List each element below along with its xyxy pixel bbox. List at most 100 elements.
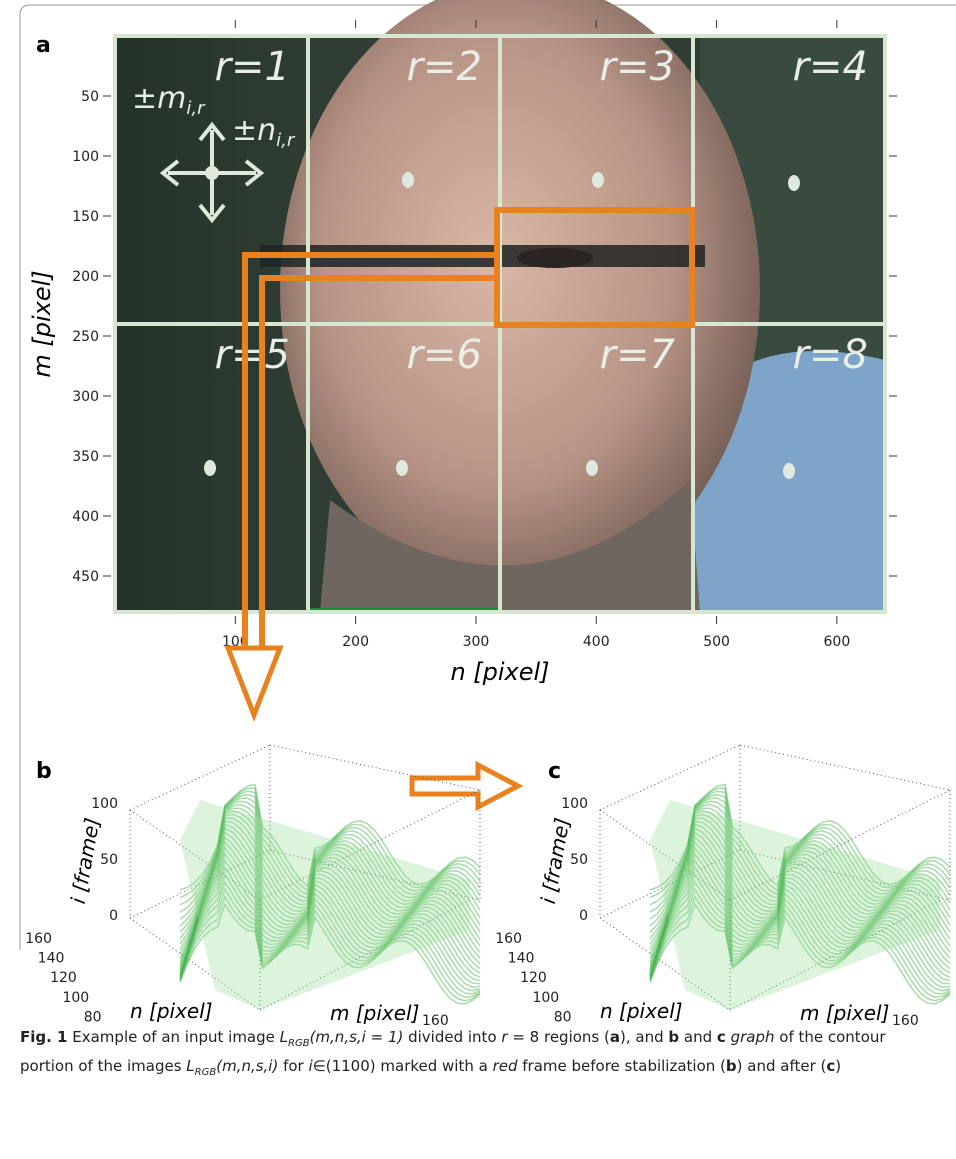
region-label: r=8: [793, 332, 868, 378]
box: [599, 744, 951, 1011]
n-tick-label: 80: [84, 1009, 102, 1025]
trace: [179, 793, 481, 913]
y-tick-label: 450: [72, 569, 99, 585]
trace: [649, 865, 951, 988]
trace: [179, 807, 481, 939]
contour-traces: [649, 783, 951, 1005]
panel-label: a: [36, 33, 51, 58]
box-edge: [269, 744, 481, 791]
trace: [179, 895, 481, 1002]
trace: [179, 790, 481, 906]
trace: [649, 820, 951, 959]
trace: [649, 827, 951, 966]
n-tick-label: 100: [62, 990, 89, 1006]
trace: [179, 813, 481, 950]
trace: [179, 840, 481, 974]
n-tick-label: 120: [50, 970, 77, 986]
region-label: r=1: [215, 44, 290, 90]
trace: [179, 858, 481, 985]
box-edge: [729, 789, 951, 901]
y-tick-label: 100: [72, 149, 99, 165]
caption: Fig. 1 Example of an input image LRGB(m,…: [20, 1028, 886, 1078]
n-tick-label: 160: [495, 931, 522, 947]
n-tick-label: 80: [554, 1009, 572, 1025]
y-tick-label: 150: [72, 209, 99, 225]
y-tick-label: 300: [72, 389, 99, 405]
trace: [649, 880, 951, 995]
n-axis-label: n [pixel]: [130, 999, 213, 1023]
i-tick-label: 0: [109, 908, 118, 924]
trace: [649, 803, 951, 933]
x-tick-label: 600: [824, 634, 851, 650]
trace: [179, 800, 481, 927]
annotation: ±mi,r: [132, 81, 206, 119]
trace: [649, 887, 951, 998]
trace: [649, 813, 951, 950]
x-axis-label: n [pixel]: [450, 658, 549, 686]
i-axis-label: i [frame]: [66, 816, 105, 906]
region-label: r=5: [215, 332, 290, 378]
trace: [179, 797, 481, 920]
trace: [179, 810, 481, 945]
trace: [649, 858, 951, 985]
y-tick-label: 50: [81, 89, 99, 105]
panel-label: b: [36, 759, 52, 784]
region-label: r=6: [407, 332, 482, 378]
box-edge: [259, 789, 481, 901]
region-label: r=2: [407, 44, 482, 90]
trace: [649, 817, 951, 955]
region-label: r=7: [600, 332, 676, 378]
trace: [649, 810, 951, 945]
n-tick-label: 120: [520, 970, 547, 986]
trace: [179, 827, 481, 966]
box: [129, 744, 481, 1011]
trace: [649, 800, 951, 927]
plot-3d: 05010020406080100120140160160180200220i …: [495, 744, 951, 1025]
trace: [179, 803, 481, 933]
trace: [179, 831, 481, 969]
trace: [649, 790, 951, 906]
i-tick-label: 100: [91, 796, 118, 812]
box-edge: [129, 917, 261, 1011]
trace: [179, 880, 481, 995]
trace: [179, 787, 481, 899]
m-tick-label: 160: [422, 1013, 449, 1025]
m-axis-label: m [pixel]: [330, 1001, 419, 1025]
region-label: r=4: [793, 44, 868, 90]
x-tick-label: 200: [342, 634, 369, 650]
trace: [179, 872, 481, 992]
n-tick-label: 160: [25, 931, 52, 947]
figure: a ±mi,r ±ni,r r=1 r=2 r=3 r=4 r=5 r=6 r=7 r=8 1…: [19, 0, 956, 1025]
trace: [649, 783, 951, 891]
trace: [649, 846, 951, 978]
n-tick-label: 140: [38, 951, 65, 967]
trace: [649, 787, 951, 899]
y-tick-label: 200: [72, 269, 99, 285]
trace: [649, 852, 951, 982]
box-edge: [599, 744, 741, 811]
annotation: ±ni,r: [232, 113, 296, 151]
trace: [179, 783, 481, 891]
x-tick-label: 400: [583, 634, 610, 650]
trace: [649, 807, 951, 939]
contour-marker: [224, 207, 695, 812]
contour-fill: [650, 800, 940, 1010]
n-tick-label: 140: [508, 951, 535, 967]
x-tick-label: 500: [703, 634, 730, 650]
trace: [179, 835, 481, 971]
trace: [649, 831, 951, 969]
trace: [649, 872, 951, 992]
box-edge: [599, 917, 731, 1011]
trace: [179, 902, 481, 1005]
motion-arrows: [159, 121, 265, 224]
n-axis-label: n [pixel]: [600, 999, 683, 1023]
contour-traces: [179, 783, 481, 1005]
trace: [179, 846, 481, 978]
x-tick-label: 300: [463, 634, 490, 650]
trace: [649, 835, 951, 971]
panel-label: c: [548, 759, 561, 784]
contour-fill: [180, 800, 470, 1010]
trace: [649, 793, 951, 913]
trace: [179, 887, 481, 998]
